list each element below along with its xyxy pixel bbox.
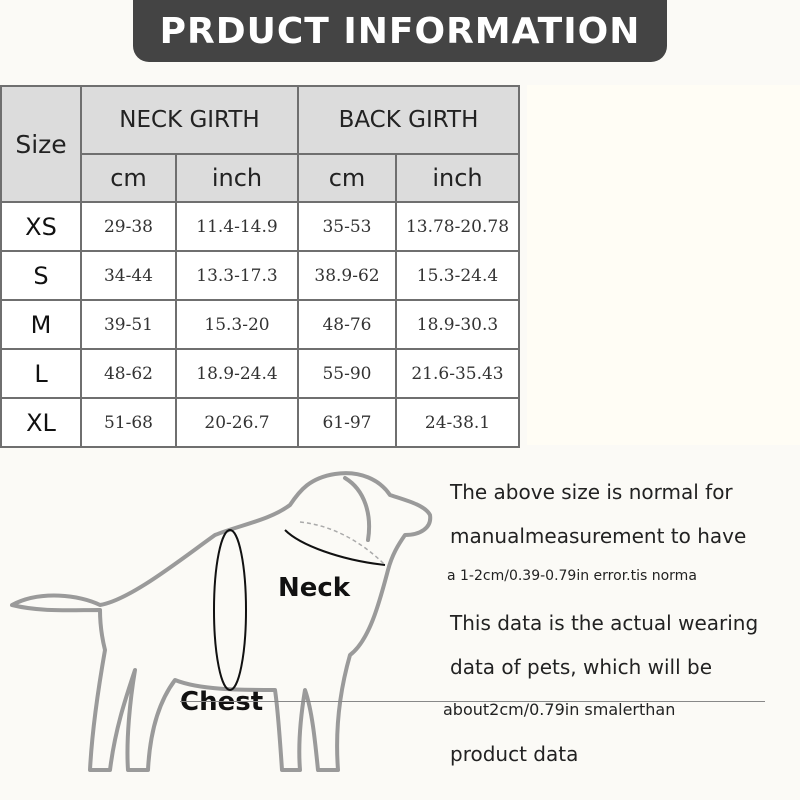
size-header: Size — [0, 85, 82, 203]
measurement-cell: 13.3-17.3 — [175, 250, 299, 301]
page-title: PRDUCT INFORMATION — [159, 10, 641, 52]
note-line: data of pets, which will be — [450, 655, 713, 679]
note-line: The above size is normal for — [450, 480, 733, 504]
size-cell: L — [0, 348, 82, 399]
measurement-cell: 13.78-20.78 — [395, 201, 520, 252]
measurement-cell: 35-53 — [297, 201, 397, 252]
title-banner: PRDUCT INFORMATION — [133, 0, 667, 62]
measurement-cell: 11.4-14.9 — [175, 201, 299, 252]
note-line: a 1-2cm/0.39-0.79in error.tis norma — [447, 568, 697, 584]
unit-header: cm — [80, 153, 177, 203]
side-panel — [527, 85, 800, 445]
table-row: S 34-44 13.3-17.3 38.9-62 15.3-24.4 — [0, 250, 520, 301]
unit-header: inch — [175, 153, 299, 203]
measurement-cell: 18.9-24.4 — [175, 348, 299, 399]
size-cell: S — [0, 250, 82, 301]
measurement-cell: 55-90 — [297, 348, 397, 399]
measurement-cell: 15.3-24.4 — [395, 250, 520, 301]
table-row: XL 51-68 20-26.7 61-97 24-38.1 — [0, 397, 520, 448]
measurement-cell: 61-97 — [297, 397, 397, 448]
unit-header: inch — [395, 153, 520, 203]
note-line: manualmeasurement to have — [450, 524, 747, 548]
measurement-cell: 39-51 — [80, 299, 177, 350]
size-chart-table: Size NECK GIRTH BACK GIRTH cm inch cm in… — [0, 85, 520, 448]
table-row: M 39-51 15.3-20 48-76 18.9-30.3 — [0, 299, 520, 350]
measurement-cell: 34-44 — [80, 250, 177, 301]
dog-diagram — [10, 471, 433, 772]
back-girth-header: BACK GIRTH — [297, 85, 520, 155]
measurement-cell: 21.6-35.43 — [395, 348, 520, 399]
measurement-cell: 51-68 — [80, 397, 177, 448]
size-cell: M — [0, 299, 82, 350]
measurement-cell: 48-62 — [80, 348, 177, 399]
note-line: product data — [450, 742, 579, 766]
note-line: This data is the actual wearing — [450, 611, 759, 635]
size-cell: XS — [0, 201, 82, 252]
table-row: XS 29-38 11.4-14.9 35-53 13.78-20.78 — [0, 201, 520, 252]
measurement-cell: 24-38.1 — [395, 397, 520, 448]
measurement-cell: 20-26.7 — [175, 397, 299, 448]
unit-header: cm — [297, 153, 397, 203]
neck-label: Neck — [278, 573, 351, 603]
measurement-cell: 38.9-62 — [297, 250, 397, 301]
note-line: about2cm/0.79in smalerthan — [443, 700, 676, 719]
measurement-cell: 15.3-20 — [175, 299, 299, 350]
size-cell: XL — [0, 397, 82, 448]
measurement-cell: 48-76 — [297, 299, 397, 350]
neck-measure-line — [284, 529, 386, 566]
chest-measure-ellipse — [213, 529, 247, 691]
dog-ear — [343, 476, 372, 542]
dog-outline — [10, 471, 433, 772]
divider — [180, 701, 765, 702]
table-row: L 48-62 18.9-24.4 55-90 21.6-35.43 — [0, 348, 520, 399]
measurement-cell: 18.9-30.3 — [395, 299, 520, 350]
chest-label: Chest — [180, 687, 264, 717]
measurement-cell: 29-38 — [80, 201, 177, 252]
neck-girth-header: NECK GIRTH — [80, 85, 299, 155]
